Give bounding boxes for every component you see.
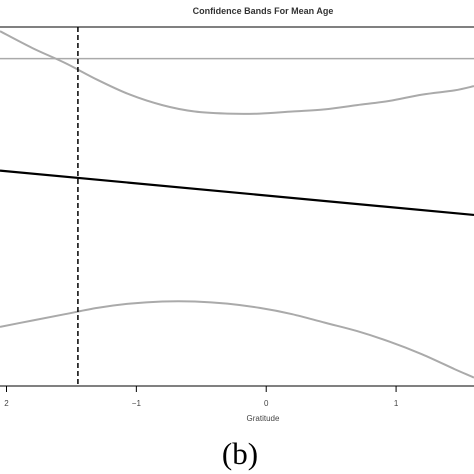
lower-confidence-band — [0, 300, 474, 379]
upper-confidence-band — [0, 30, 474, 115]
x-tick-label: 2 — [4, 399, 9, 408]
x-tick-label: −1 — [132, 399, 142, 408]
chart-title: Confidence Bands For Mean Age — [193, 6, 334, 16]
x-tick-label: 1 — [394, 399, 399, 408]
panel-label: (b) — [222, 436, 258, 471]
fitted-line — [0, 169, 474, 217]
x-axis-label: Gratitude — [247, 414, 280, 423]
x-tick-label: 0 — [264, 399, 269, 408]
x-axis-ticks: 2 −1 0 1 — [4, 386, 399, 408]
